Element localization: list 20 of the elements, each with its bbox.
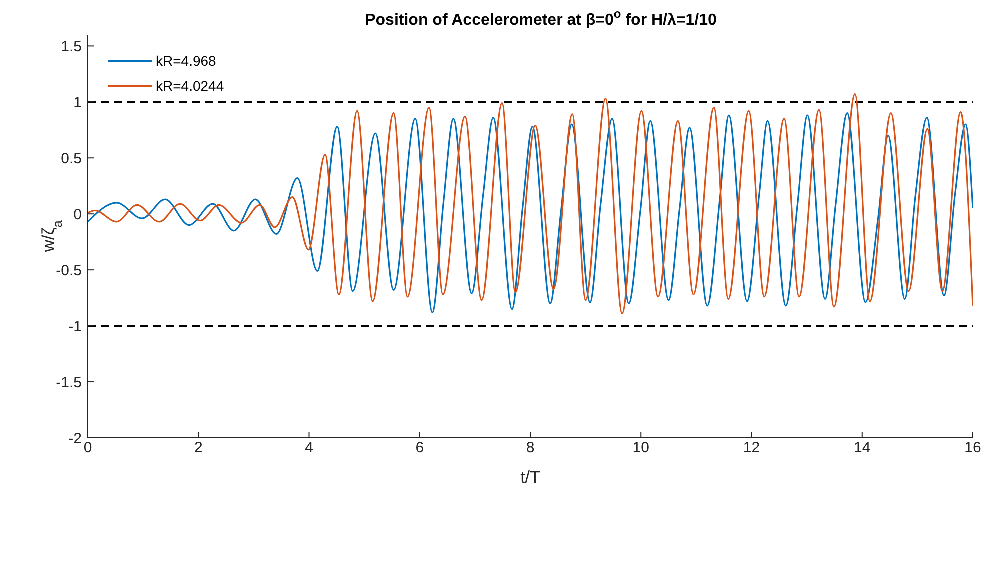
x-tick-label: 6 — [416, 440, 424, 457]
y-tick-label: 0 — [74, 206, 82, 224]
x-tick-label: 2 — [194, 440, 203, 457]
x-tick-label: 16 — [964, 440, 982, 457]
x-tick-label: 14 — [854, 440, 871, 457]
y-tick-label: -2 — [68, 430, 82, 448]
y-tick-label: 0.5 — [61, 150, 82, 168]
x-tick-label: 4 — [305, 440, 314, 457]
y-tick-label: 1.5 — [61, 38, 82, 56]
y-tick-label: -1 — [68, 318, 82, 336]
chart-title: Position of Accelerometer at β=0$^{o}$ for H/λ=1/10 — [365, 7, 717, 29]
y-tick-label: -0.5 — [56, 262, 82, 280]
y-tick-label: -1.5 — [56, 374, 82, 392]
x-tick-label: 8 — [526, 440, 535, 457]
x-tick-label: 12 — [743, 440, 760, 457]
legend-label: kR=4.0244 — [156, 78, 224, 94]
legend-label: kR=4.968 — [156, 52, 216, 68]
y-tick-label: 1 — [74, 94, 82, 112]
x-axis-title: t/T — [520, 468, 540, 487]
x-tick-label: 10 — [632, 440, 650, 457]
